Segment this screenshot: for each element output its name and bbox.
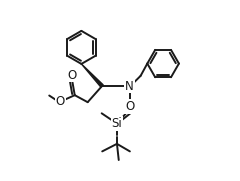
Text: O: O bbox=[67, 69, 76, 82]
Polygon shape bbox=[81, 64, 103, 87]
Text: Si: Si bbox=[112, 117, 122, 130]
Text: N: N bbox=[125, 79, 134, 92]
Text: O: O bbox=[56, 95, 65, 108]
Text: O: O bbox=[125, 100, 134, 113]
